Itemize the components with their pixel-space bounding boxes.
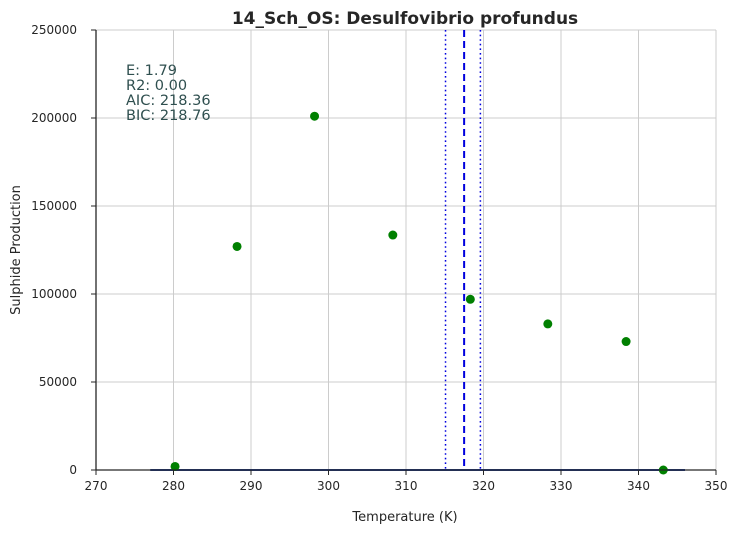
data-point — [465, 294, 475, 304]
x-tick-label: 340 — [627, 479, 650, 493]
y-tick-label: 200000 — [31, 111, 77, 125]
fit-stat-annotation: R2: 0.00 — [126, 78, 187, 94]
data-point — [170, 461, 180, 471]
y-tick-label: 100000 — [31, 287, 77, 301]
x-tick-label: 270 — [85, 479, 108, 493]
fit-stat-annotation: E: 1.79 — [126, 63, 177, 79]
y-tick-label: 50000 — [39, 375, 77, 389]
x-axis-label: Temperature (K) — [351, 510, 457, 525]
axes — [91, 29, 717, 475]
fit-stat-annotation: BIC: 218.76 — [126, 108, 211, 124]
x-tick-label: 310 — [395, 479, 418, 493]
reference-lines — [444, 30, 482, 470]
x-tick-label: 330 — [550, 479, 573, 493]
fit-stat-annotation: AIC: 218.36 — [126, 93, 211, 109]
data-point — [621, 337, 631, 347]
data-point — [543, 319, 553, 329]
chart-title: 14_Sch_OS: Desulfovibrio profundus — [232, 9, 578, 29]
x-tick-label: 300 — [317, 479, 340, 493]
gridlines — [95, 29, 717, 471]
y-tick-label: 150000 — [31, 199, 77, 213]
x-tick-label: 290 — [240, 479, 263, 493]
y-axis-label: Sulphide Production — [9, 185, 24, 315]
x-tick-label: 320 — [472, 479, 495, 493]
data-point — [232, 241, 242, 251]
y-tick-label: 250000 — [31, 23, 77, 37]
x-tick-label: 350 — [705, 479, 728, 493]
x-tick-label: 280 — [162, 479, 185, 493]
tick-labels: 270 280 290 300 310 320 330 340 350 0 50000 100000 1… — [31, 23, 727, 493]
y-tick-label: 0 — [69, 463, 77, 477]
data-point — [388, 230, 398, 240]
data-points — [170, 111, 668, 475]
data-point — [310, 111, 320, 121]
